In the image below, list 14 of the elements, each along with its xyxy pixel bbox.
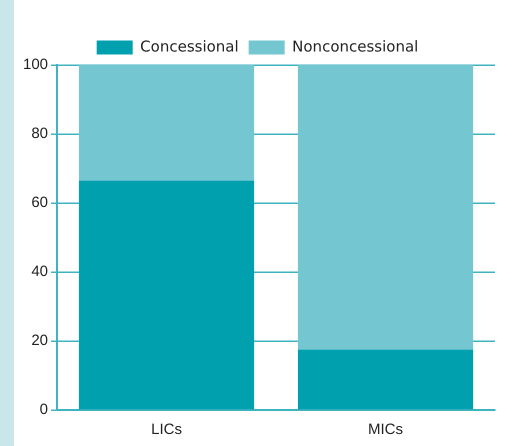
y-tick-label: 0 xyxy=(40,401,48,418)
x-tick-label: MICs xyxy=(368,421,404,438)
bar xyxy=(78,180,254,410)
bar xyxy=(298,350,474,410)
y-tick-label: 100 xyxy=(22,56,48,74)
y-tick-label: 40 xyxy=(31,263,48,280)
y-tick-label: 80 xyxy=(31,125,48,142)
y-tick-label: 60 xyxy=(31,194,48,212)
y-tick-label: 20 xyxy=(31,332,48,350)
bar xyxy=(78,65,254,181)
legend-label: Concessional xyxy=(140,37,239,56)
x-tick-label: LICs xyxy=(151,421,182,438)
bar xyxy=(298,65,474,350)
legend-label: Nonconcessional xyxy=(292,37,418,56)
